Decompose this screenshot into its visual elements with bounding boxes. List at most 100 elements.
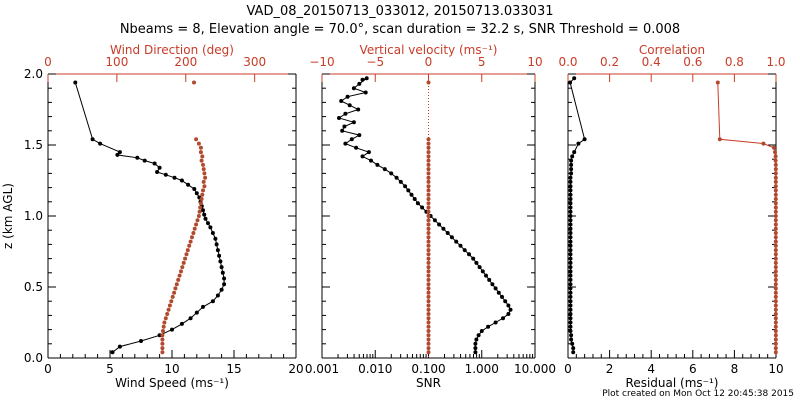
data-point [215,293,220,298]
data-point [160,350,165,355]
data-point [473,346,478,351]
data-point [773,252,778,257]
data-point [568,269,573,274]
data-point [426,260,431,265]
data-point [773,269,778,274]
data-point [345,94,350,99]
data-point [426,286,431,291]
top-tick-label: 300 [243,55,266,69]
chart-subtitle: Nbeams = 8, Elevation angle = 70.0°, sca… [120,22,680,37]
data-point [773,265,778,270]
data-point [426,273,431,278]
data-point [166,307,171,312]
data-point [179,321,184,326]
data-point [161,324,166,329]
x-tick-label: 0.001 [305,362,339,376]
data-point [484,273,488,278]
data-point [195,218,200,223]
data-point [364,76,369,81]
x-tick-label: 2 [606,362,614,376]
y-tick-label: 0.5 [24,280,43,294]
data-point [568,320,573,325]
data-point [773,286,778,291]
data-point [184,252,189,257]
data-point [773,277,778,282]
data-point [426,337,431,342]
data-point [569,333,574,338]
top-tick-label: 0.4 [642,55,661,69]
data-point [426,231,431,235]
data-point [215,248,220,253]
data-point [115,152,120,157]
data-point [572,150,577,155]
data-point [474,337,479,342]
data-point [493,286,498,291]
data-point [773,346,778,351]
data-point [773,209,778,214]
data-point [201,304,205,309]
panel-wind [47,73,297,359]
data-point [347,103,352,108]
data-point [192,226,197,231]
y-tick-label: 1.0 [24,209,43,223]
data-point [773,329,778,333]
data-point [222,276,227,281]
data-point [773,299,778,304]
data-point [480,269,485,274]
data-point [162,320,167,325]
data-point [179,269,183,274]
data-point [568,282,573,287]
data-point [160,333,165,338]
data-point [187,243,192,248]
data-point [214,242,219,247]
data-point [568,239,573,244]
data-point [426,333,431,338]
data-point [340,128,345,133]
data-point [192,80,196,85]
data-point [503,299,508,304]
data-point [773,341,778,346]
x-axis-label-bottom: Residual (ms⁻¹) [626,376,719,390]
data-point [420,205,425,210]
data-point [176,277,181,282]
data-point [773,282,778,287]
data-point [160,341,165,346]
data-point [426,290,431,295]
y-tick-label: 0.0 [24,351,43,365]
data-point [426,209,431,214]
data-point [219,265,224,270]
data-point [210,231,215,235]
data-point [170,294,175,299]
data-point [412,197,417,201]
data-point [354,145,359,150]
data-point [426,320,431,325]
data-point [198,145,203,150]
data-point [188,316,193,321]
data-point [426,282,431,287]
data-point [570,154,575,159]
data-point [160,346,165,351]
data-point [426,265,431,270]
data-point [426,179,431,184]
data-point [426,316,431,321]
chart-title: VAD_08_20150713_033012, 20150713.033031 [247,4,554,19]
data-point [206,221,210,226]
data-point [351,120,356,125]
y-tick-label: 1.5 [24,138,43,152]
data-point [568,248,573,253]
top-tick-label: 0 [425,55,433,69]
data-point [773,197,778,201]
data-point [160,337,165,342]
data-point [473,350,478,355]
data-point [179,178,184,183]
data-point [201,208,205,213]
data-point [199,158,204,163]
x-tick-label: 0.100 [411,362,445,376]
data-point [394,175,399,180]
data-point [426,171,431,176]
top-tick-label: 0.8 [725,55,744,69]
data-point [185,248,190,253]
data-point [773,162,778,167]
data-point [426,299,431,304]
data-point [200,192,205,197]
